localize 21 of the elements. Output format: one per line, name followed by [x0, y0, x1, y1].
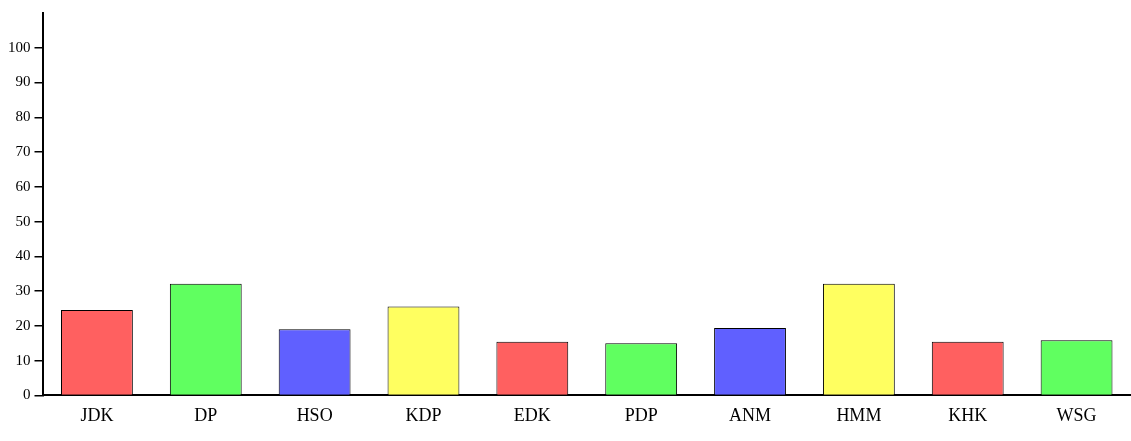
- x-tick-label: EDK: [513, 404, 551, 425]
- y-tick-label: 0: [23, 386, 31, 403]
- y-tick-label: 40: [15, 247, 31, 264]
- x-tick-label: KDP: [405, 404, 442, 425]
- x-tick-label: HSO: [296, 404, 333, 425]
- y-tick-label: 50: [15, 212, 31, 229]
- x-tick-label: WSG: [1056, 404, 1097, 425]
- x-tick-label: ANM: [729, 404, 772, 425]
- y-tick-label: 70: [15, 142, 31, 159]
- y-tick-label: 60: [15, 177, 31, 194]
- x-tick-label: PDP: [624, 404, 658, 425]
- y-tick-label: 80: [15, 108, 31, 125]
- y-tick-label: 30: [15, 282, 31, 299]
- y-tick-label: 100: [8, 38, 31, 55]
- x-tick-label: HMM: [836, 404, 882, 425]
- x-tick-label: KHK: [948, 404, 988, 425]
- x-tick-label: JDK: [80, 404, 114, 425]
- x-tick-label: DP: [194, 404, 218, 425]
- y-tick-label: 90: [15, 73, 31, 90]
- y-tick-label: 20: [15, 316, 31, 333]
- y-tick-label: 10: [15, 351, 31, 368]
